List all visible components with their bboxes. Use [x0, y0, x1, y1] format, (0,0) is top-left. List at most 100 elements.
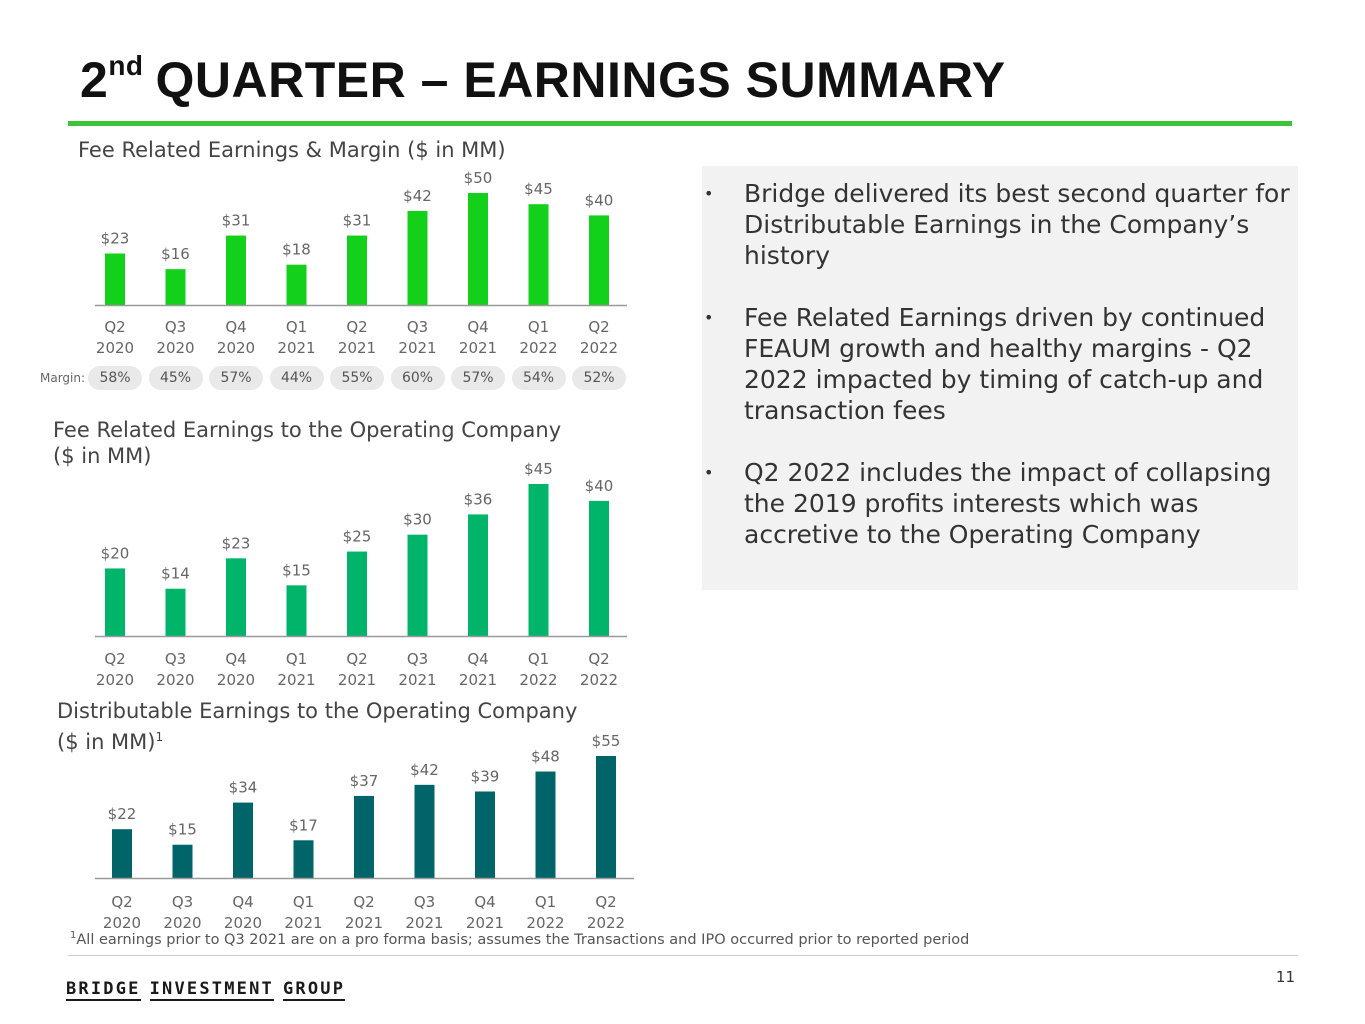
tick-label-year: 2020: [156, 339, 194, 357]
bar: [475, 791, 495, 878]
data-label: $45: [524, 180, 553, 198]
tick-label-year: 2021: [398, 339, 436, 357]
tick-label-quarter: Q1: [293, 893, 314, 911]
tick-label-year: 2021: [338, 671, 376, 689]
margin-pill: 54%: [511, 366, 566, 390]
data-label: $14: [161, 565, 190, 583]
bar: [589, 500, 609, 636]
data-label: $40: [585, 191, 614, 209]
tick-label-year: 2022: [519, 339, 557, 357]
tick-label-quarter: Q4: [225, 650, 246, 668]
chart1-title: Fee Related Earnings & Margin ($ in MM): [78, 138, 506, 162]
distributable-earnings-chart: $22 Q2 2020 $15 Q3 2020 $34 Q4 2020 $17 Q1 2021 $37 Q…: [95, 732, 634, 932]
data-label: $42: [403, 187, 432, 205]
tick-label-quarter: Q1: [528, 650, 549, 668]
bar: [347, 235, 367, 305]
page-title: 2nd QUARTER – EARNINGS SUMMARY: [80, 50, 1006, 109]
footnote: 1All earnings prior to Q3 2021 are on a …: [70, 930, 969, 948]
tick-label-year: 2020: [96, 339, 134, 357]
data-label: $23: [101, 229, 130, 247]
tick-label-quarter: Q1: [528, 318, 549, 336]
tick-label-quarter: Q2: [353, 893, 374, 911]
margin-pill: 58%: [88, 366, 142, 390]
bar: [165, 269, 186, 305]
bullet-dot: •: [704, 463, 714, 482]
margin-pill: 52%: [572, 366, 626, 390]
bar: [468, 514, 488, 636]
tick-label-year: 2022: [580, 671, 618, 689]
company-logo: BRIDGE INVESTMENT GROUP: [66, 979, 354, 1001]
title-superscript: nd: [108, 50, 144, 81]
tick-label-year: 2022: [580, 339, 618, 357]
data-label: $17: [289, 816, 318, 834]
bar: [165, 588, 186, 636]
logo-word: INVESTMENT: [149, 979, 274, 1001]
tick-label-year: 2020: [217, 339, 255, 357]
tick-label-year: 2021: [466, 914, 504, 932]
tick-label-quarter: Q4: [474, 893, 495, 911]
data-label: $25: [343, 528, 372, 546]
tick-label-year: 2021: [345, 914, 383, 932]
tick-label-quarter: Q2: [104, 650, 125, 668]
bar: [407, 534, 428, 636]
data-label: $37: [350, 772, 379, 790]
fee-related-earnings-chart: $23 Q2 2020 $16 Q3 2020 $31 Q4 2020 $18 Q1 2021 $31 Q…: [95, 169, 627, 357]
bullet-dot: •: [704, 308, 714, 327]
data-label: $31: [343, 212, 372, 230]
data-label: $48: [531, 748, 560, 766]
data-label: $31: [222, 212, 251, 230]
bar: [407, 210, 428, 305]
tick-label-year: 2021: [277, 671, 315, 689]
bar: [172, 844, 193, 878]
summary-bullet-list: • Bridge delivered its best second quarte…: [702, 166, 1298, 550]
bar: [112, 829, 132, 878]
tick-label-year: 2022: [519, 671, 557, 689]
data-label: $22: [108, 805, 137, 823]
data-label: $55: [592, 732, 621, 750]
tick-label-year: 2020: [163, 914, 201, 932]
tick-label-year: 2021: [277, 339, 315, 357]
bar: [596, 756, 616, 878]
tick-label-quarter: Q4: [467, 318, 488, 336]
bar: [286, 264, 307, 305]
data-label: $36: [464, 490, 493, 508]
title-number: 2: [80, 52, 109, 108]
tick-label-quarter: Q3: [165, 650, 186, 668]
tick-label-year: 2020: [217, 671, 255, 689]
data-label: $34: [229, 779, 258, 797]
bar: [528, 484, 549, 636]
bar: [414, 784, 435, 878]
summary-bullet: • Q2 2022 includes the impact of collapsi…: [702, 457, 1298, 550]
data-label: $15: [168, 821, 197, 839]
chart2-title-line1: Fee Related Earnings to the Operating Co…: [53, 418, 562, 442]
tick-label-quarter: Q1: [535, 893, 556, 911]
tick-label-year: 2021: [398, 671, 436, 689]
data-label: $15: [282, 561, 311, 579]
title-divider: [68, 121, 1292, 126]
chart3-title: Distributable Earnings to the Operating …: [57, 698, 577, 755]
tick-label-year: 2021: [405, 914, 443, 932]
tick-label-quarter: Q3: [407, 650, 428, 668]
chart3-title-line1: Distributable Earnings to the Operating …: [57, 699, 578, 723]
footer-divider: [68, 955, 1298, 956]
tick-label-year: 2021: [459, 671, 497, 689]
tick-label-year: 2022: [587, 914, 625, 932]
tick-label-year: 2022: [526, 914, 564, 932]
tick-label-quarter: Q4: [225, 318, 246, 336]
logo-word: GROUP: [282, 979, 346, 1001]
tick-label-year: 2020: [96, 671, 134, 689]
bar: [347, 551, 367, 636]
data-label: $45: [524, 460, 553, 478]
tick-label-quarter: Q1: [286, 650, 307, 668]
tick-label-quarter: Q2: [346, 650, 367, 668]
tick-label-year: 2020: [224, 914, 262, 932]
bar: [354, 795, 374, 878]
tick-label-quarter: Q2: [111, 893, 132, 911]
margin-pill: 57%: [209, 366, 263, 390]
margin-pill: 45%: [148, 366, 203, 390]
tick-label-quarter: Q2: [346, 318, 367, 336]
tick-label-quarter: Q2: [595, 893, 616, 911]
tick-label-quarter: Q3: [172, 893, 193, 911]
data-label: $50: [464, 169, 493, 187]
footnote-marker: 1: [70, 930, 77, 941]
